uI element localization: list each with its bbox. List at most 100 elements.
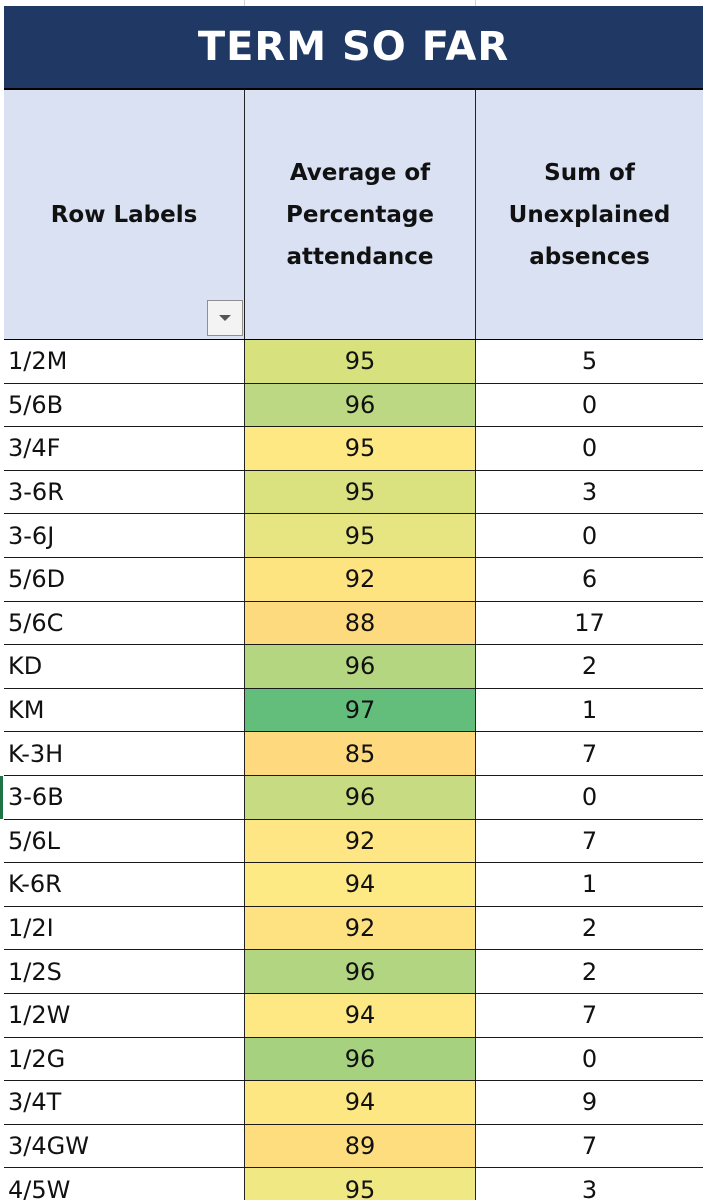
page-title: TERM SO FAR: [197, 24, 510, 70]
title-banner[interactable]: TERM SO FAR: [4, 6, 703, 90]
unexplained-absences-cell[interactable]: 2: [581, 914, 598, 943]
attendance-percentage-cell[interactable]: 94: [245, 863, 476, 906]
unexplained-absences-cell[interactable]: 2: [581, 957, 598, 986]
attendance-percentage-cell[interactable]: 96: [245, 950, 476, 993]
row-label-cell[interactable]: 1/2I: [4, 906, 245, 950]
attendance-percentage-cell[interactable]: 89: [245, 1124, 476, 1168]
table-row[interactable]: 3-6R 95 3: [4, 470, 703, 515]
header-sum-unexplained-line-2: Unexplained: [508, 201, 671, 228]
row-label-cell[interactable]: K-6R: [4, 863, 245, 906]
attendance-percentage-cell[interactable]: 97: [245, 688, 476, 732]
unexplained-absences-cell[interactable]: 3: [581, 478, 598, 507]
attendance-percentage-cell[interactable]: 92: [245, 906, 476, 950]
row-label-cell[interactable]: 3/4F: [4, 427, 245, 470]
table-row[interactable]: 3/4GW 89 7: [4, 1124, 703, 1169]
table-row[interactable]: 5/6L 92 7: [4, 819, 703, 864]
table-row[interactable]: 3-6B 96 0: [0, 775, 703, 820]
table-row[interactable]: 3/4F 95 0: [4, 427, 703, 471]
unexplained-absences-cell[interactable]: 2: [581, 652, 598, 681]
chevron-down-icon: [219, 315, 231, 321]
attendance-percentage-cell[interactable]: 95: [245, 514, 476, 557]
attendance-percentage-cell[interactable]: 95: [245, 340, 476, 383]
unexplained-absences-cell[interactable]: 17: [574, 608, 605, 637]
row-label-cell[interactable]: 5/6B: [4, 383, 245, 427]
unexplained-absences-cell[interactable]: 7: [581, 1131, 598, 1160]
pivot-header-row: Row Labels Average of Percentage attenda…: [4, 90, 703, 340]
row-label-cell[interactable]: 5/6C: [4, 601, 245, 645]
table-row[interactable]: 4/5W 95 3: [4, 1168, 703, 1200]
unexplained-absences-cell[interactable]: 0: [581, 1044, 598, 1073]
row-labels-filter-button[interactable]: [207, 300, 243, 336]
row-label-cell[interactable]: 5/6D: [4, 557, 245, 601]
row-label-cell[interactable]: 1/2W: [4, 993, 245, 1037]
unexplained-absences-cell[interactable]: 0: [581, 390, 598, 419]
table-row[interactable]: KM 97 1: [4, 688, 703, 733]
header-average-attendance-line-2: Percentage: [286, 201, 434, 228]
attendance-percentage-cell[interactable]: 95: [245, 1168, 476, 1200]
attendance-percentage-cell[interactable]: 94: [245, 1081, 476, 1124]
header-sum-unexplained-line-1: Sum of: [544, 159, 635, 186]
row-label-cell[interactable]: 3-6J: [4, 514, 245, 557]
header-average-attendance-line-1: Average of: [289, 159, 431, 186]
header-sum-unexplained-absences[interactable]: Sum of Unexplained absences: [476, 90, 703, 339]
attendance-percentage-cell[interactable]: 94: [245, 993, 476, 1037]
attendance-percentage-cell[interactable]: 95: [245, 470, 476, 514]
table-row[interactable]: K-3H 85 7: [4, 732, 703, 776]
row-label-cell[interactable]: 3-6B: [4, 775, 245, 819]
row-label-cell[interactable]: 3/4GW: [4, 1124, 245, 1168]
row-label-cell[interactable]: 3-6R: [4, 470, 245, 514]
unexplained-absences-cell[interactable]: 3: [581, 1175, 598, 1200]
table-row[interactable]: 3/4T 94 9: [4, 1081, 703, 1125]
row-label-cell[interactable]: 3/4T: [4, 1081, 245, 1124]
unexplained-absences-cell[interactable]: 5: [581, 347, 598, 376]
column-gridline: [244, 0, 245, 7]
attendance-percentage-cell[interactable]: 88: [245, 601, 476, 645]
table-row[interactable]: 1/2S 96 2: [4, 950, 703, 994]
header-average-attendance-line-3: attendance: [286, 243, 434, 270]
row-label-cell[interactable]: K-3H: [4, 732, 245, 775]
row-label-cell[interactable]: 1/2M: [4, 340, 245, 383]
table-row[interactable]: 3-6J 95 0: [4, 514, 703, 558]
unexplained-absences-cell[interactable]: 7: [581, 826, 598, 855]
attendance-percentage-cell[interactable]: 96: [245, 1037, 476, 1081]
unexplained-absences-cell[interactable]: 7: [581, 1001, 598, 1030]
unexplained-absences-cell[interactable]: 0: [581, 783, 598, 812]
pivot-data-rows: 1/2M 95 5 5/6B 96 0 3/4F 95 0 3-6R 95 3 3-6J 95 0 5/6D 9…: [0, 340, 703, 1200]
unexplained-absences-cell[interactable]: 9: [581, 1088, 598, 1117]
unexplained-absences-cell[interactable]: 1: [581, 696, 598, 725]
row-label-cell[interactable]: KD: [4, 645, 245, 688]
table-row[interactable]: 1/2I 92 2: [4, 906, 703, 951]
active-cell-marker: [0, 775, 3, 819]
table-row[interactable]: 5/6D 92 6: [4, 557, 703, 602]
unexplained-absences-cell[interactable]: 0: [581, 521, 598, 550]
table-row[interactable]: 1/2G 96 0: [4, 1037, 703, 1082]
attendance-percentage-cell[interactable]: 96: [245, 775, 476, 819]
row-label-cell[interactable]: 1/2G: [4, 1037, 245, 1081]
header-average-attendance[interactable]: Average of Percentage attendance: [245, 90, 476, 339]
row-label-cell[interactable]: KM: [4, 688, 245, 732]
attendance-percentage-cell[interactable]: 95: [245, 427, 476, 470]
attendance-percentage-cell[interactable]: 92: [245, 819, 476, 863]
unexplained-absences-cell[interactable]: 1: [581, 870, 598, 899]
table-row[interactable]: K-6R 94 1: [4, 863, 703, 907]
attendance-percentage-cell[interactable]: 96: [245, 383, 476, 427]
table-row[interactable]: 1/2M 95 5: [4, 340, 703, 384]
unexplained-absences-cell[interactable]: 6: [581, 565, 598, 594]
attendance-percentage-cell[interactable]: 92: [245, 557, 476, 601]
unexplained-absences-cell[interactable]: 7: [581, 739, 598, 768]
row-label-cell[interactable]: 1/2S: [4, 950, 245, 993]
attendance-percentage-cell[interactable]: 85: [245, 732, 476, 775]
attendance-percentage-cell[interactable]: 96: [245, 645, 476, 688]
table-row[interactable]: KD 96 2: [4, 645, 703, 689]
table-row[interactable]: 5/6B 96 0: [4, 383, 703, 428]
row-label-cell[interactable]: 5/6L: [4, 819, 245, 863]
header-row-labels[interactable]: Row Labels: [4, 90, 245, 339]
table-row[interactable]: 5/6C 88 17: [4, 601, 703, 646]
column-gridline: [475, 0, 476, 7]
table-row[interactable]: 1/2W 94 7: [4, 993, 703, 1038]
row-label-cell[interactable]: 4/5W: [4, 1168, 245, 1200]
unexplained-absences-cell[interactable]: 0: [581, 434, 598, 463]
header-sum-unexplained-line-3: absences: [529, 243, 650, 270]
header-row-labels-text: Row Labels: [50, 201, 198, 228]
